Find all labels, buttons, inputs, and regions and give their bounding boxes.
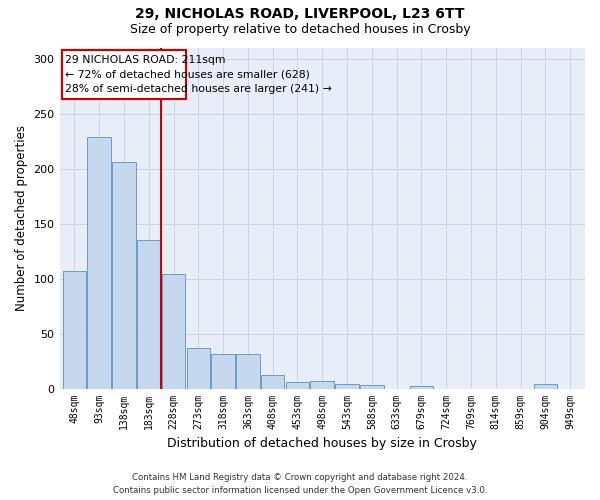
Bar: [533, 384, 557, 388]
Bar: [62, 271, 86, 388]
Bar: [286, 382, 309, 388]
Bar: [88, 136, 111, 388]
Bar: [236, 354, 260, 388]
Y-axis label: Number of detached properties: Number of detached properties: [15, 125, 28, 311]
Text: Contains HM Land Registry data © Crown copyright and database right 2024.
Contai: Contains HM Land Registry data © Crown c…: [113, 473, 487, 495]
Text: 29 NICHOLAS ROAD: 211sqm
← 72% of detached houses are smaller (628)
28% of semi-: 29 NICHOLAS ROAD: 211sqm ← 72% of detach…: [65, 54, 332, 94]
Bar: [112, 162, 136, 388]
Bar: [360, 386, 383, 388]
Bar: [162, 274, 185, 388]
Text: 29, NICHOLAS ROAD, LIVERPOOL, L23 6TT: 29, NICHOLAS ROAD, LIVERPOOL, L23 6TT: [135, 8, 465, 22]
Bar: [335, 384, 359, 388]
Bar: [211, 354, 235, 388]
Bar: [310, 381, 334, 388]
X-axis label: Distribution of detached houses by size in Crosby: Distribution of detached houses by size …: [167, 437, 477, 450]
Bar: [261, 376, 284, 388]
Bar: [187, 348, 210, 389]
Bar: [410, 386, 433, 388]
Bar: [137, 240, 161, 388]
Text: Size of property relative to detached houses in Crosby: Size of property relative to detached ho…: [130, 22, 470, 36]
Bar: [62, 50, 187, 99]
